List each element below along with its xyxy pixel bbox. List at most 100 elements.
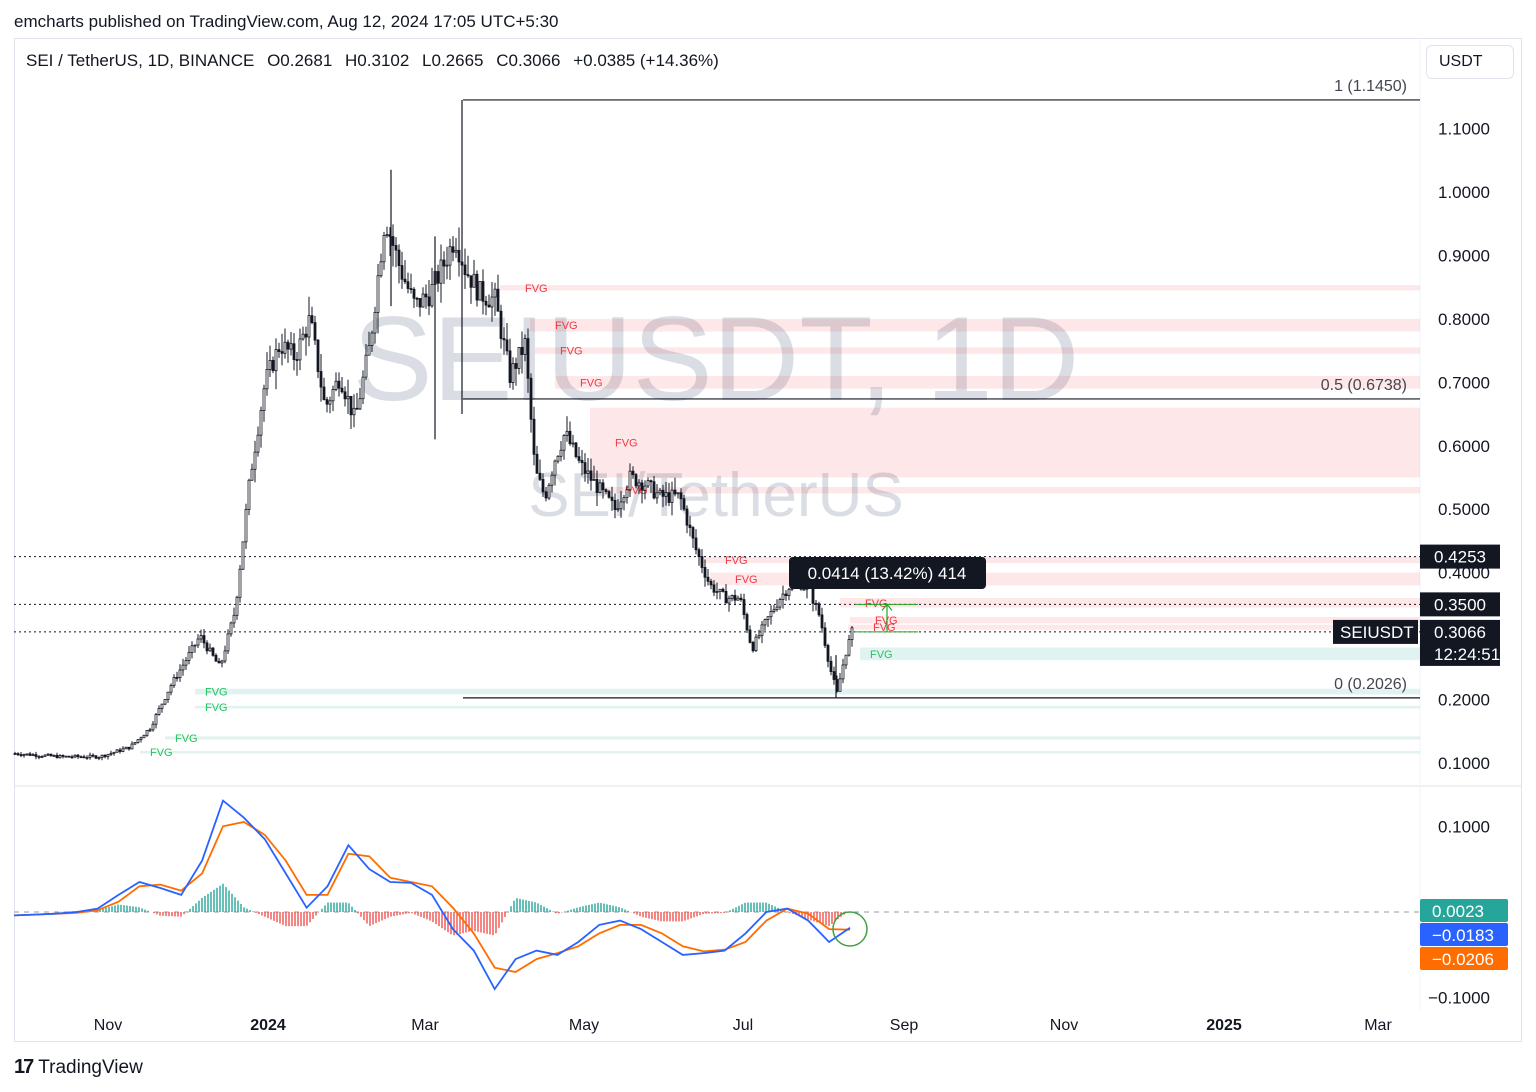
candle-body — [583, 462, 587, 474]
candle-body — [415, 297, 419, 300]
fib-level-label: 0 (0.2026) — [1334, 676, 1407, 693]
candle-body — [328, 400, 332, 405]
candle-body — [106, 753, 110, 758]
candle-body — [199, 635, 203, 640]
candle-body — [424, 293, 428, 298]
candle-body — [721, 588, 725, 592]
tradingview-logo[interactable]: 17 TradingView — [14, 1056, 143, 1079]
candle-body — [556, 455, 560, 462]
price-tag-box — [1420, 544, 1500, 569]
candle-body — [55, 754, 59, 759]
candle-body — [235, 596, 239, 616]
candle-body — [586, 470, 590, 474]
candle-body — [151, 723, 155, 731]
candle-body — [496, 288, 500, 312]
time-axis-label: Nov — [94, 1017, 122, 1034]
candle-body — [22, 754, 26, 756]
candle-body — [142, 734, 146, 739]
candle-body — [172, 677, 176, 686]
price-tag-value: 0.3066 — [1434, 623, 1486, 642]
price-axis-tick: 0.1000 — [1438, 754, 1490, 773]
candle-body — [406, 281, 410, 289]
candle-body — [295, 359, 299, 361]
candle-body — [337, 380, 341, 389]
candle-body — [229, 622, 233, 635]
candle-body — [325, 399, 329, 405]
candle-body — [259, 410, 263, 436]
candle-body — [748, 629, 752, 643]
candle-body — [217, 660, 221, 664]
candle-body — [604, 489, 608, 492]
candle-body — [736, 597, 740, 601]
candle-body — [778, 599, 782, 608]
candle-body — [646, 480, 650, 487]
price-tag-value: 0.3500 — [1434, 595, 1486, 614]
candle-body — [649, 480, 653, 483]
candle-body — [817, 603, 821, 616]
candle-body — [820, 614, 824, 629]
candle-body — [628, 470, 632, 491]
candle-body — [343, 391, 347, 400]
symbol-pair[interactable]: SEI / TetherUS, 1D, BINANCE — [26, 51, 255, 70]
symbol-tag-label: SEIUSDT — [1340, 623, 1414, 642]
candle-body — [580, 460, 584, 464]
price-tag-countdown: 12:24:51 — [1434, 645, 1500, 664]
candle-body — [826, 645, 830, 662]
candle-body — [439, 259, 443, 284]
candle-body — [397, 249, 401, 266]
ohlc-high: H0.3102 — [345, 51, 410, 70]
candle-body — [265, 369, 269, 390]
candle-body — [34, 754, 38, 757]
candle-body — [478, 281, 482, 301]
candle-body — [766, 616, 770, 621]
candle-body — [169, 685, 173, 693]
macd-axis-tick: 0.1000 — [1438, 817, 1490, 836]
candle-body — [727, 597, 731, 604]
currency-button[interactable]: USDT — [1426, 45, 1514, 79]
candle-body — [262, 388, 266, 412]
price-axis-tick: 0.9000 — [1438, 246, 1490, 265]
candle-body — [697, 549, 701, 558]
candle-body — [244, 509, 248, 543]
fvg-bear-zone — [535, 347, 1420, 354]
time-axis-label: 2025 — [1206, 1017, 1242, 1034]
price-axis-tick: 0.8000 — [1438, 310, 1490, 329]
fib-level-label: 1 (1.1450) — [1334, 78, 1407, 95]
candle-body — [448, 246, 452, 266]
candle-body — [61, 755, 65, 757]
candle-body — [550, 474, 554, 486]
candle-body — [253, 451, 257, 470]
candle-body — [490, 296, 494, 308]
candle-body — [637, 482, 641, 487]
candle-body — [718, 588, 722, 592]
candle-body — [148, 729, 152, 732]
candle-body — [574, 442, 578, 458]
candle-body — [601, 482, 605, 491]
candle-body — [304, 333, 308, 338]
candle-body — [82, 756, 86, 759]
ohlc-open: O0.2681 — [267, 51, 333, 70]
candle-body — [214, 654, 218, 662]
time-axis-label: Jul — [733, 1017, 753, 1034]
fvg-bear-zone — [555, 375, 1420, 389]
candle-body — [223, 650, 227, 662]
candle-body — [607, 491, 611, 498]
candle-body — [268, 360, 272, 370]
candle-body — [130, 743, 134, 750]
candle-body — [301, 333, 305, 340]
candle-body — [493, 288, 497, 298]
chart-frame[interactable] — [14, 38, 1522, 1042]
candle-body — [529, 377, 533, 420]
tradingview-logo-icon: 17 — [14, 1056, 34, 1078]
candle-body — [667, 492, 671, 503]
candle-body — [127, 746, 131, 750]
candle-body — [502, 338, 506, 341]
candle-body — [661, 489, 665, 497]
candle-body — [379, 261, 383, 277]
candle-body — [205, 642, 209, 652]
candle-body — [487, 304, 491, 308]
candle-body — [508, 350, 512, 383]
candle-body — [157, 708, 161, 715]
candle-body — [28, 753, 32, 756]
